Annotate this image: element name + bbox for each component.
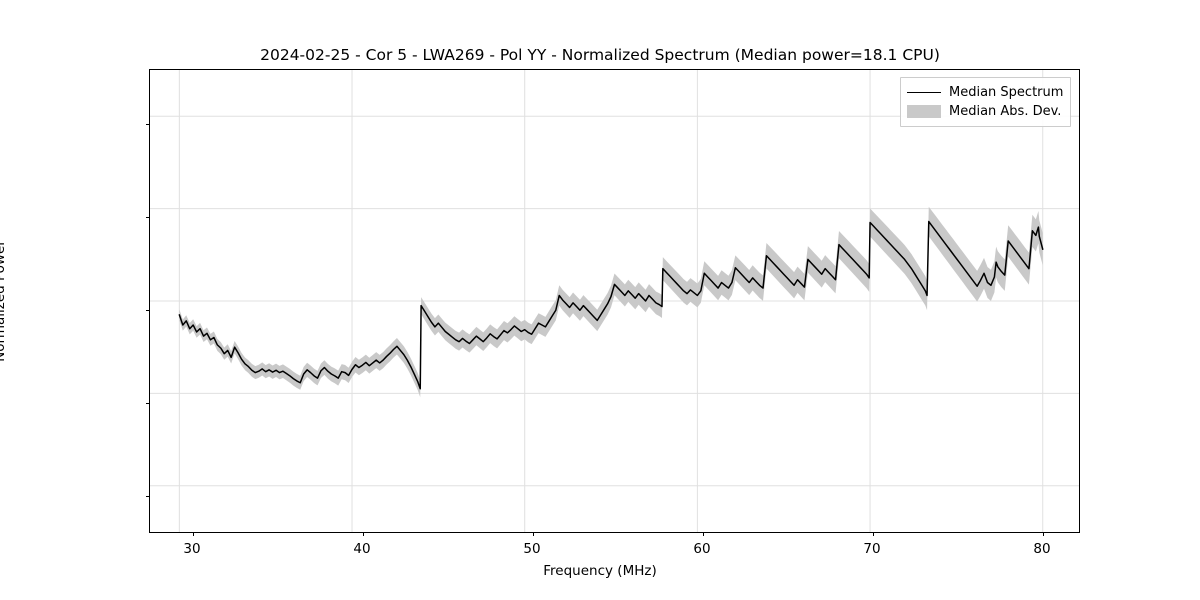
x-axis-label: Frequency (MHz) [543,563,657,579]
grid-lines [150,70,1079,532]
patch-swatch-icon [907,105,941,118]
legend-label: Median Spectrum [949,85,1064,100]
x-tick-label: 50 [523,541,541,557]
x-tick-label: 80 [1033,541,1051,557]
spectrum-plot-svg [150,70,1079,532]
median-abs-dev-band [179,206,1043,398]
median-spectrum-line [178,220,1044,390]
chart-title: 2024-02-25 - Cor 5 - LWA269 - Pol YY - N… [260,46,940,64]
x-tick-label: 30 [183,541,201,557]
y-axis-label: Normalized Power [0,240,8,362]
legend-item-median-spectrum: Median Spectrum [907,83,1063,102]
plot-area [146,69,1080,536]
line-swatch-icon [907,86,941,100]
x-tick-label: 40 [353,541,371,557]
legend-item-median-abs-dev: Median Abs. Dev. [907,102,1063,121]
legend-label: Median Abs. Dev. [949,104,1062,119]
chart-legend: Median Spectrum Median Abs. Dev. [900,77,1072,127]
x-tick-label: 70 [863,541,881,557]
x-tick-label: 60 [693,541,711,557]
